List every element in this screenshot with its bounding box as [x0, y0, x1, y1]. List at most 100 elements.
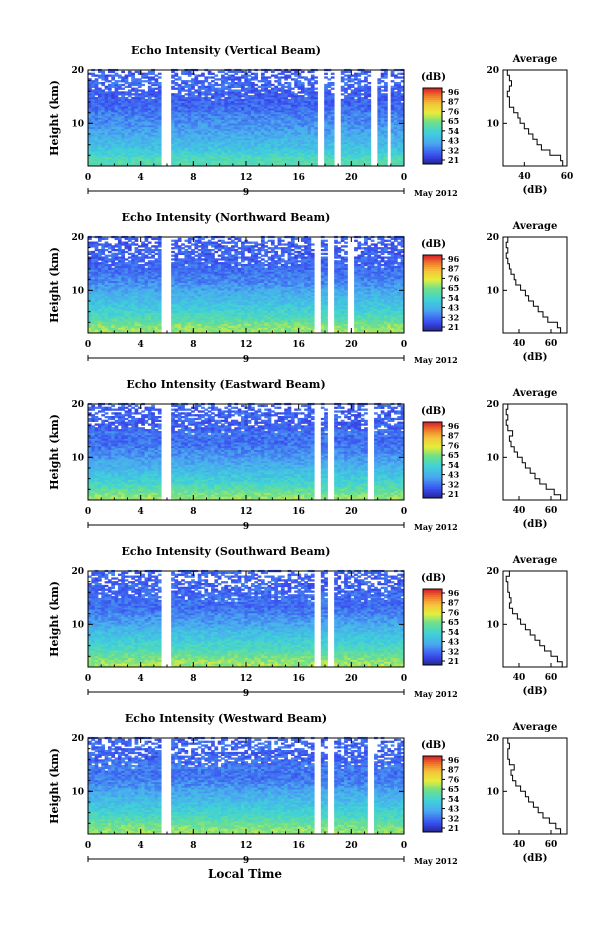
heatmap-cell: [241, 130, 245, 133]
heatmap-cell: [244, 134, 249, 137]
heatmap-cell: [127, 113, 132, 116]
heatmap-cell: [380, 160, 385, 163]
heatmap-cell: [171, 110, 175, 113]
heatmap-cell: [260, 123, 265, 126]
heatmap-cell: [280, 136, 285, 139]
x-tick-label: 0: [85, 173, 91, 183]
heatmap-cell: [177, 96, 182, 100]
heatmap-cell: [294, 162, 298, 165]
heatmap-cell: [241, 102, 245, 105]
heatmap-cell: [310, 130, 315, 133]
heatmap-cell: [314, 91, 318, 94]
heatmap-cell: [147, 110, 152, 113]
heatmap-cell: [88, 95, 92, 98]
heatmap-cell: [227, 130, 232, 133]
colorbar-label: (dB): [421, 72, 446, 83]
heatmap-cell: [97, 115, 102, 118]
heatmap-cell: [234, 119, 239, 122]
heatmap-cell: [360, 128, 365, 131]
heatmap-cell: [191, 87, 195, 90]
heatmap-cell: [111, 147, 116, 150]
heatmap-cell: [327, 152, 332, 156]
heatmap-cell: [131, 124, 135, 128]
heatmap-cell: [377, 151, 382, 154]
heatmap-cell: [231, 106, 235, 109]
heatmap-cell: [201, 141, 205, 144]
heatmap-cell: [107, 117, 112, 120]
heatmap-cell: [181, 121, 185, 124]
heatmap-cell: [250, 124, 255, 128]
heatmap-cell: [307, 138, 312, 141]
heatmap-cell: [244, 82, 249, 85]
heatmap-cell: [377, 108, 382, 111]
heatmap-cell: [241, 160, 245, 163]
heatmap-cell: [221, 83, 225, 87]
heatmap-cell: [307, 160, 312, 163]
heatmap-cell: [221, 154, 225, 158]
heatmap-cell: [400, 117, 405, 120]
heatmap-cell: [241, 76, 245, 79]
heatmap-cell: [144, 72, 149, 75]
heatmap-cell: [117, 124, 122, 128]
heatmap-cell: [111, 154, 116, 158]
heatmap-cell: [121, 241, 125, 244]
heatmap-cell: [294, 93, 298, 96]
heatmap-cell: [207, 160, 212, 163]
heatmap-cell: [397, 145, 402, 148]
heatmap-cell: [380, 96, 385, 100]
heatmap-cell: [354, 82, 358, 85]
heatmap-cell: [304, 164, 308, 167]
heatmap-cell: [224, 76, 229, 79]
heatmap-cell: [184, 106, 189, 109]
heatmap-cell: [380, 110, 385, 113]
heatmap-cell: [137, 124, 142, 128]
heatmap-cell: [137, 162, 142, 165]
heatmap-cell: [114, 147, 119, 150]
heatmap-cell: [121, 149, 125, 152]
heatmap-cell: [201, 83, 205, 87]
heatmap-cell: [237, 83, 242, 87]
heatmap-cell: [137, 143, 142, 146]
heatmap-cell: [277, 76, 282, 79]
heatmap-cell: [141, 126, 145, 130]
heatmap-cell: [187, 111, 192, 115]
heatmap-cell: [137, 147, 142, 150]
heatmap-cell: [294, 98, 298, 102]
heatmap-cell: [121, 164, 125, 167]
heatmap-cell: [274, 136, 278, 139]
heatmap-cell: [397, 149, 402, 152]
heatmap-cell: [181, 158, 185, 161]
heatmap-cell: [94, 241, 99, 244]
heatmap-cell: [204, 143, 209, 146]
heatmap-cell: [250, 141, 255, 144]
heatmap-cell: [400, 106, 405, 109]
heatmap-cell: [377, 80, 382, 83]
heatmap-cell: [300, 123, 305, 126]
heatmap-cell: [384, 124, 388, 128]
heatmap-cell: [347, 128, 352, 131]
heatmap-cell: [267, 93, 272, 96]
heatmap-cell: [201, 134, 205, 137]
heatmap-cell: [217, 124, 222, 128]
heatmap-cell: [101, 91, 106, 94]
heatmap-cell: [154, 87, 159, 90]
heatmap-cell: [157, 119, 162, 122]
heatmap-cell: [201, 130, 205, 133]
heatmap-cell: [181, 149, 185, 152]
heatmap-cell: [237, 134, 242, 137]
heatmap-cell: [277, 160, 282, 163]
heatmap-cell: [124, 158, 129, 161]
heatmap-cell: [187, 87, 192, 90]
colorbar-segment: [423, 120, 442, 123]
heatmap-cell: [384, 85, 388, 88]
heatmap-cell: [137, 156, 142, 159]
heatmap-cell: [247, 162, 252, 165]
heatmap-cell: [297, 158, 302, 161]
heatmap-cell: [184, 145, 189, 148]
heatmap-cell: [101, 154, 106, 158]
heatmap-cell: [221, 138, 225, 141]
heatmap-cell: [264, 82, 269, 85]
heatmap-cell: [121, 119, 125, 122]
heatmap-cell: [88, 124, 92, 128]
heatmap-cell: [144, 100, 149, 103]
